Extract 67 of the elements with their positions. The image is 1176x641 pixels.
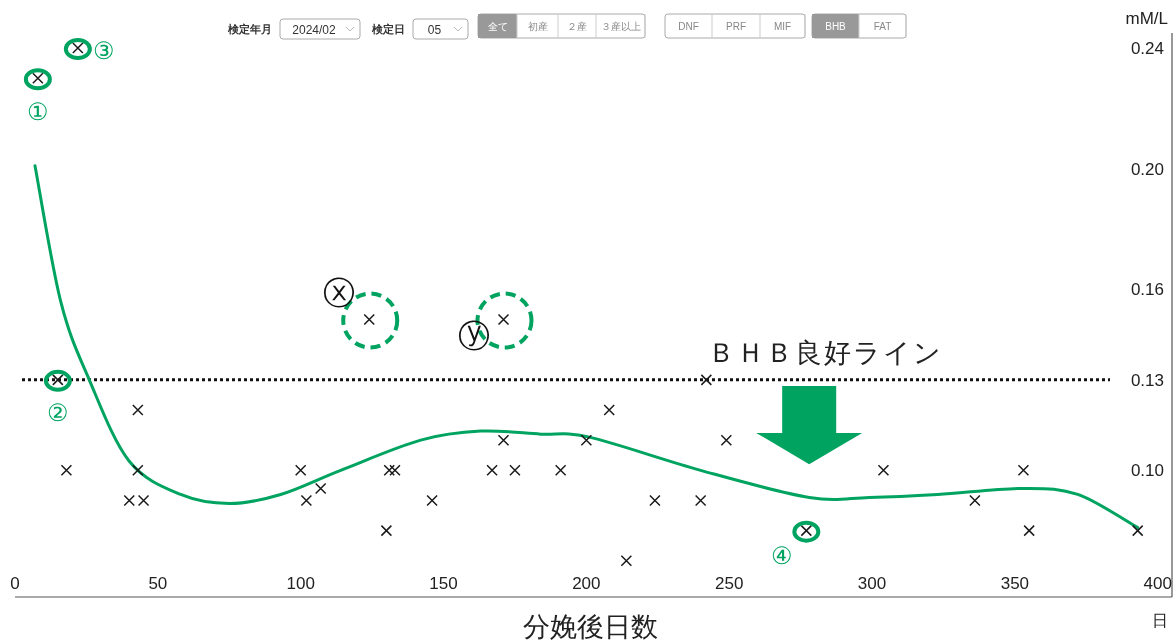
text: ３産以上 xyxy=(600,21,641,32)
text: PRF xyxy=(726,21,746,32)
point xyxy=(132,404,144,416)
point xyxy=(603,404,615,416)
point xyxy=(877,464,890,477)
text: 初産 xyxy=(527,21,548,32)
point xyxy=(1017,464,1030,477)
y-tick-label: 0.16 xyxy=(1130,280,1164,300)
point xyxy=(380,524,393,537)
point xyxy=(426,494,438,507)
point xyxy=(314,482,327,495)
text: 日 xyxy=(1152,612,1168,629)
annotation: ① xyxy=(26,98,49,126)
ref-line-label: ＢＨＢ良好ライン xyxy=(707,337,943,368)
point xyxy=(497,434,510,446)
y-tick-label: 0.13 xyxy=(1130,370,1164,390)
annotation: ② xyxy=(46,398,69,426)
x-tick-label: 400 xyxy=(1143,574,1172,593)
text: 全て xyxy=(487,21,508,32)
annotation: ⓨ xyxy=(457,317,490,354)
annotation: 2024/02 xyxy=(292,23,337,37)
point xyxy=(486,464,498,477)
annotation: ⓧ xyxy=(323,274,356,311)
point xyxy=(60,464,73,477)
point xyxy=(969,494,981,507)
point xyxy=(389,464,401,477)
text: ２産 xyxy=(567,21,587,32)
annotation: 05 xyxy=(427,23,442,37)
point xyxy=(509,464,521,477)
x-tick-label: 50 xyxy=(148,574,168,593)
point xyxy=(137,494,150,507)
x-tick-label: 200 xyxy=(572,574,601,593)
y-axis-title: mM/L xyxy=(1125,9,1168,28)
point xyxy=(383,464,395,477)
point xyxy=(294,464,307,477)
x-tick-label: 100 xyxy=(286,574,315,593)
point xyxy=(620,555,633,567)
point xyxy=(554,464,567,477)
point xyxy=(694,494,707,507)
text: BHB xyxy=(825,21,847,32)
point xyxy=(132,464,144,477)
annotation: ④ xyxy=(771,541,794,569)
annotation: 検定年月 xyxy=(227,23,272,35)
point xyxy=(1023,524,1035,537)
x-axis-title: 分娩後日数 xyxy=(522,612,658,641)
annotation: 検定日 xyxy=(371,23,405,35)
y-tick-label: 0.20 xyxy=(1130,159,1164,179)
point xyxy=(363,313,375,326)
x-tick-label: 300 xyxy=(857,574,887,593)
text: FAT xyxy=(873,21,892,32)
text: MIF xyxy=(773,21,792,32)
text: DNF xyxy=(678,21,699,32)
point xyxy=(497,313,510,326)
point xyxy=(300,494,313,507)
x-tick-label: 250 xyxy=(715,574,744,593)
point xyxy=(123,494,136,507)
point xyxy=(720,434,733,446)
point xyxy=(580,434,593,446)
annotation: ③ xyxy=(92,37,115,65)
point xyxy=(649,494,661,507)
point xyxy=(1131,524,1144,537)
x-tick-label: 0 xyxy=(10,574,20,593)
y-tick-label: 0.10 xyxy=(1130,461,1164,481)
point xyxy=(700,374,713,386)
x-tick-label: 350 xyxy=(1000,574,1030,593)
x-tick-label: 150 xyxy=(429,574,458,593)
y-tick-label: 0.24 xyxy=(1130,39,1164,59)
